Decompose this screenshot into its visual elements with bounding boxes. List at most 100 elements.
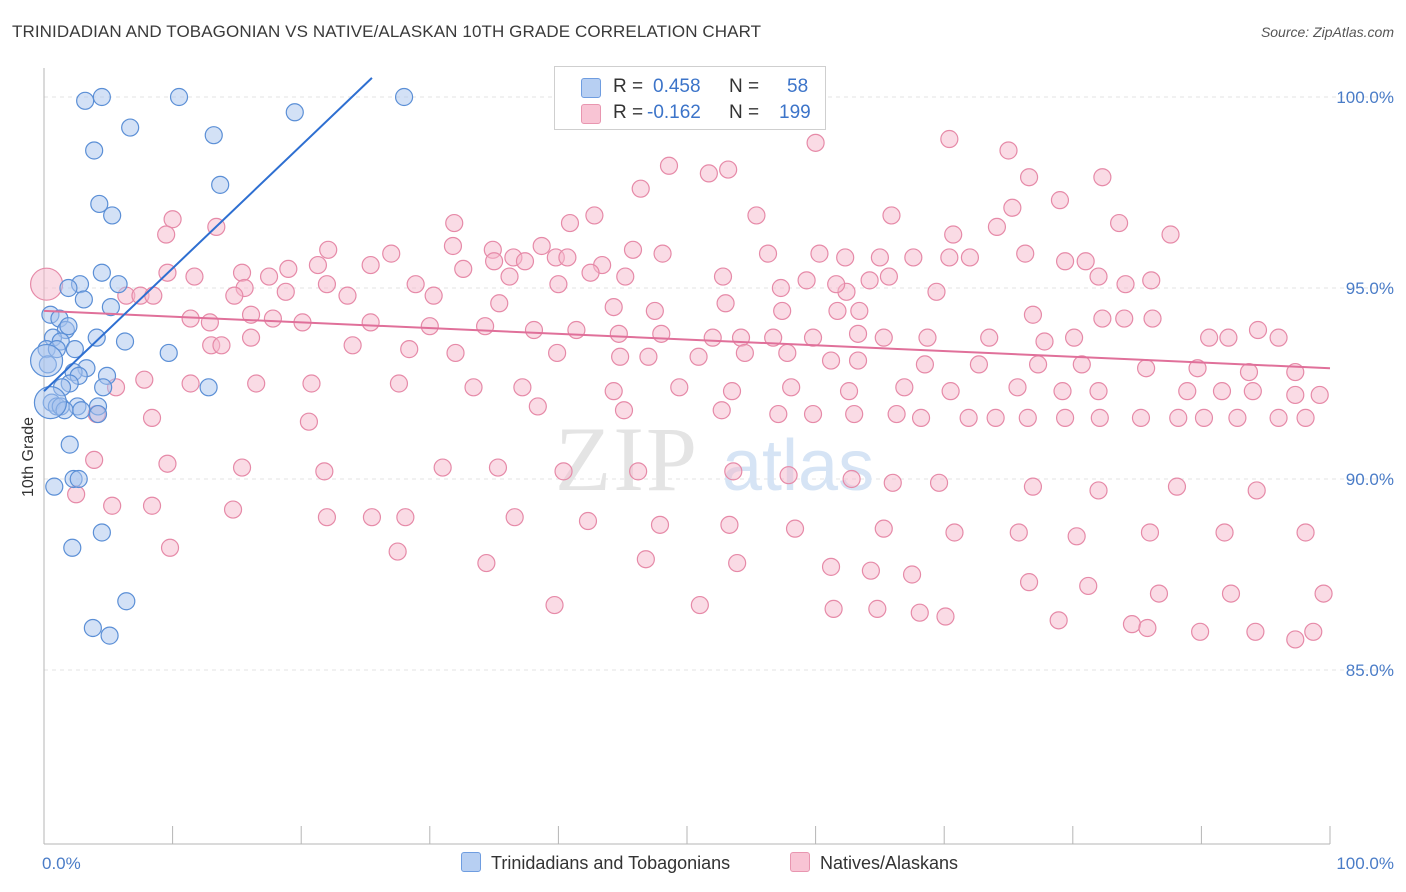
trinidadian-point-5 [121, 118, 140, 137]
grid-lines [44, 96, 1396, 671]
natives-point-158 [1243, 382, 1262, 401]
natives-point-178 [1169, 408, 1188, 427]
natives-point-120 [400, 340, 419, 359]
natives-point-187 [433, 458, 452, 477]
natives-point-208 [578, 511, 598, 531]
natives-point-44 [515, 252, 535, 271]
natives-point-113 [1219, 328, 1238, 347]
natives-point-220 [388, 542, 407, 561]
trinidadian-point-49 [45, 477, 64, 496]
natives-point-95 [361, 313, 380, 332]
natives-point-67 [406, 275, 425, 294]
natives-point-223 [728, 553, 747, 573]
bottom-legend-swatch-pink [790, 852, 810, 872]
natives-point-204 [317, 508, 337, 527]
natives-point-189 [554, 462, 573, 481]
legend-n-label: N = [729, 76, 760, 97]
natives-point-222 [636, 550, 655, 569]
y-tick-label-0: 100.0% [1336, 88, 1394, 107]
natives-point-32 [836, 248, 855, 267]
natives-point-69 [771, 278, 790, 298]
natives-point-143 [389, 374, 409, 393]
natives-point-54 [797, 271, 816, 290]
natives-point-148 [722, 382, 742, 401]
natives-point-20 [157, 225, 176, 244]
natives-point-241 [1191, 622, 1210, 641]
natives-point-52 [616, 267, 635, 286]
trinidadian-large-point-0 [29, 343, 64, 378]
natives-point-176 [1090, 408, 1109, 427]
natives-point-218 [1296, 523, 1315, 542]
natives-point-110 [1035, 332, 1054, 351]
natives-point-140 [181, 374, 200, 393]
natives-point-102 [703, 328, 722, 347]
natives-point-217 [1215, 523, 1234, 542]
natives-point-199 [1247, 481, 1266, 500]
natives-point-229 [1149, 584, 1169, 603]
natives-point-33 [870, 248, 890, 267]
natives-point-125 [689, 347, 708, 366]
natives-point-112 [1200, 328, 1219, 347]
natives-point-59 [1142, 271, 1161, 290]
natives-point-24 [443, 236, 463, 256]
natives-point-227 [1019, 573, 1039, 592]
natives-point-80 [604, 298, 623, 317]
natives-point-233 [690, 595, 709, 615]
bottom-legend-trinidadian: Trinidadians and Tobagonians [461, 852, 730, 874]
watermark-zip: ZIP [555, 408, 699, 510]
natives-point-101 [652, 324, 671, 343]
natives-point-16 [445, 213, 464, 233]
y-tick-label-1: 95.0% [1346, 279, 1394, 298]
natives-point-133 [1072, 355, 1091, 374]
natives-point-242 [1246, 622, 1265, 641]
y-tick-label-2: 90.0% [1346, 470, 1394, 489]
natives-point-186 [315, 462, 334, 481]
natives-point-153 [1008, 378, 1027, 397]
natives-point-195 [929, 473, 949, 492]
natives-point-172 [959, 408, 978, 427]
natives-point-30 [758, 244, 778, 263]
trinidadian-point-50 [92, 523, 111, 542]
natives-point-109 [980, 328, 999, 347]
natives-point-169 [845, 404, 864, 424]
natives-point-127 [778, 343, 797, 363]
trinidadian-point-48 [69, 469, 88, 489]
natives-point-179 [1194, 408, 1214, 427]
natives-point-117 [212, 336, 231, 355]
natives-point-1 [940, 129, 959, 149]
natives-point-75 [144, 286, 163, 305]
natives-point-232 [545, 595, 564, 615]
natives-point-38 [1055, 252, 1075, 271]
natives-point-13 [585, 206, 604, 225]
natives-point-192 [779, 466, 798, 485]
natives-point-14 [163, 210, 182, 229]
natives-point-48 [361, 255, 380, 275]
natives-point-0 [806, 133, 825, 152]
bottom-legend-label-natives: Natives/Alaskans [820, 853, 959, 873]
natives-point-167 [769, 404, 788, 424]
natives-point-39 [1076, 252, 1095, 271]
x-tick-label-left: 0.0% [42, 854, 81, 873]
natives-point-97 [475, 317, 495, 336]
natives-point-139 [135, 370, 154, 389]
natives-point-132 [1028, 355, 1048, 374]
natives-point-154 [1053, 382, 1072, 401]
natives-point-82 [716, 294, 735, 313]
natives-point-184 [158, 454, 177, 473]
natives-large-point-0 [29, 267, 64, 301]
natives-point-98 [524, 320, 544, 340]
trinidadian-point-53 [83, 618, 102, 638]
natives-point-165 [614, 401, 634, 420]
natives-point-55 [860, 271, 879, 290]
natives-point-209 [650, 515, 670, 534]
natives-point-134 [1137, 359, 1156, 378]
natives-point-108 [918, 328, 937, 347]
natives-point-93 [263, 309, 283, 328]
natives-point-56 [879, 267, 899, 286]
trinidadian-point-8 [211, 175, 230, 194]
natives-point-6 [1093, 168, 1112, 187]
natives-point-141 [247, 374, 266, 393]
natives-point-212 [874, 519, 893, 538]
trinidadian-point-37 [94, 378, 113, 397]
natives-alaskans-points [29, 129, 1333, 649]
